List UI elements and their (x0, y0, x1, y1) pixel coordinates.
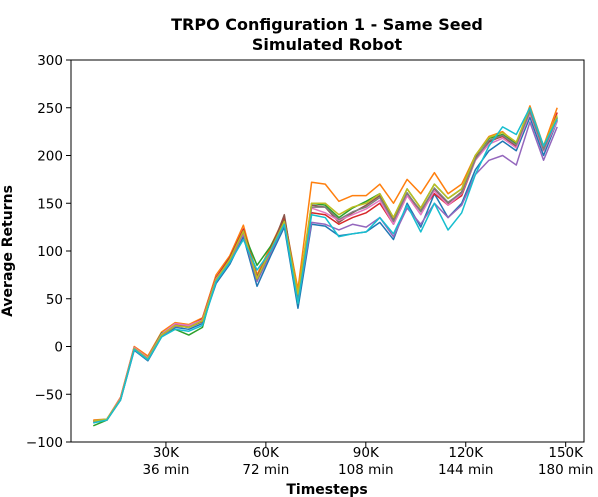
y-tick-label: 300 (37, 53, 63, 69)
x-tick-label: 120K 144 min (437, 445, 494, 478)
y-tick-label: 50 (46, 292, 63, 308)
series-line (93, 112, 558, 422)
x-tick-label: 90K 108 min (338, 445, 394, 478)
y-tick-label: 100 (37, 244, 63, 260)
series-line (93, 108, 558, 427)
y-tick-label: −50 (35, 387, 64, 403)
y-tick-label: 200 (37, 149, 63, 165)
series-line (93, 110, 558, 422)
chart-subtitle: Simulated Robot (252, 35, 403, 54)
series-line (93, 107, 558, 422)
y-tick-label: −100 (26, 435, 63, 451)
series-line (93, 111, 558, 422)
chart-title: TRPO Configuration 1 - Same Seed (171, 15, 483, 34)
x-tick-label: 60K 72 min (242, 445, 290, 478)
y-tick-label: 0 (54, 340, 63, 356)
series-line (93, 110, 558, 422)
series-line (93, 107, 558, 424)
x-tick-label: 150K 180 min (537, 445, 594, 478)
y-axis-label: Average Returns (0, 185, 16, 317)
x-axis-label: Timesteps (286, 482, 367, 497)
plot-frame (70, 59, 585, 443)
x-tick-label: 30K 36 min (142, 445, 190, 478)
series-line (93, 121, 558, 423)
y-tick-label: 150 (37, 196, 63, 212)
y-tick-label: 250 (37, 101, 63, 117)
series-line (93, 116, 558, 424)
